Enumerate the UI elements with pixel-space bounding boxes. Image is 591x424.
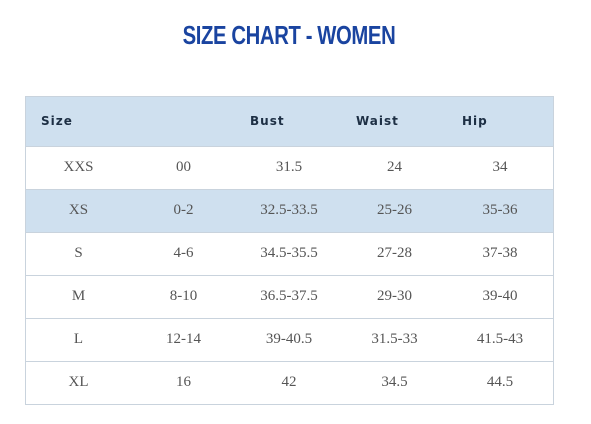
cell-waist: 29-30 [377, 288, 412, 304]
cell-waist: 27-28 [377, 245, 412, 261]
header-hip: Hip [462, 114, 488, 129]
cell-us-size: 8-10 [169, 288, 198, 304]
cell-waist: 25-26 [377, 202, 412, 218]
header-waist: Waist [356, 114, 399, 129]
cell-bust: 39-40.5 [265, 331, 313, 347]
cell-bust: 36.5-37.5 [260, 288, 318, 304]
cell-hip: 41.5-43 [476, 331, 524, 347]
cell-size: L [73, 331, 84, 347]
size-chart-table: Size Bust Waist Hip XXS 00 31.5 24 34 XS… [26, 97, 553, 404]
header-size: Size [41, 114, 73, 129]
cell-bust: 32.5-33.5 [260, 202, 318, 218]
cell-size: XL [68, 374, 89, 391]
cell-waist: 24 [387, 159, 402, 175]
table-row: M 8-10 36.5-37.5 29-30 39-40 [26, 275, 553, 318]
cell-us-size: 4-6 [173, 245, 194, 261]
header-us-size [131, 97, 236, 146]
cell-size: XS [68, 202, 89, 218]
cell-size: M [71, 288, 86, 304]
cell-hip: 37-38 [482, 245, 518, 261]
cell-us-size: 12-14 [166, 331, 201, 347]
cell-hip: 44.5 [486, 374, 514, 391]
cell-hip: 39-40 [482, 288, 518, 304]
size-chart-table-container: Size Bust Waist Hip XXS 00 31.5 24 34 XS… [25, 96, 554, 405]
table-row: XL 16 42 34.5 44.5 [26, 361, 553, 404]
cell-hip: 34 [492, 159, 508, 175]
table-row: S 4-6 34.5-35.5 27-28 37-38 [26, 232, 553, 275]
table-row: XS 0-2 32.5-33.5 25-26 35-36 [26, 189, 553, 232]
cell-us-size: 0-2 [173, 202, 194, 218]
cell-bust: 31.5 [275, 159, 303, 175]
cell-us-size: 16 [176, 374, 191, 391]
cell-hip: 35-36 [482, 202, 518, 218]
table-row: L 12-14 39-40.5 31.5-33 41.5-43 [26, 318, 553, 361]
cell-us-size: 00 [176, 159, 191, 175]
table-row: XXS 00 31.5 24 34 [26, 146, 553, 189]
table-header-row: Size Bust Waist Hip [26, 97, 553, 146]
cell-waist: 31.5-33 [371, 331, 418, 347]
header-bust: Bust [250, 114, 285, 129]
page-title: SIZE CHART - WOMEN [182, 20, 396, 50]
cell-bust: 42 [281, 374, 297, 391]
cell-bust: 34.5-35.5 [260, 245, 318, 261]
cell-size: S [74, 245, 83, 261]
cell-waist: 34.5 [381, 374, 408, 391]
cell-size: XXS [63, 159, 94, 175]
